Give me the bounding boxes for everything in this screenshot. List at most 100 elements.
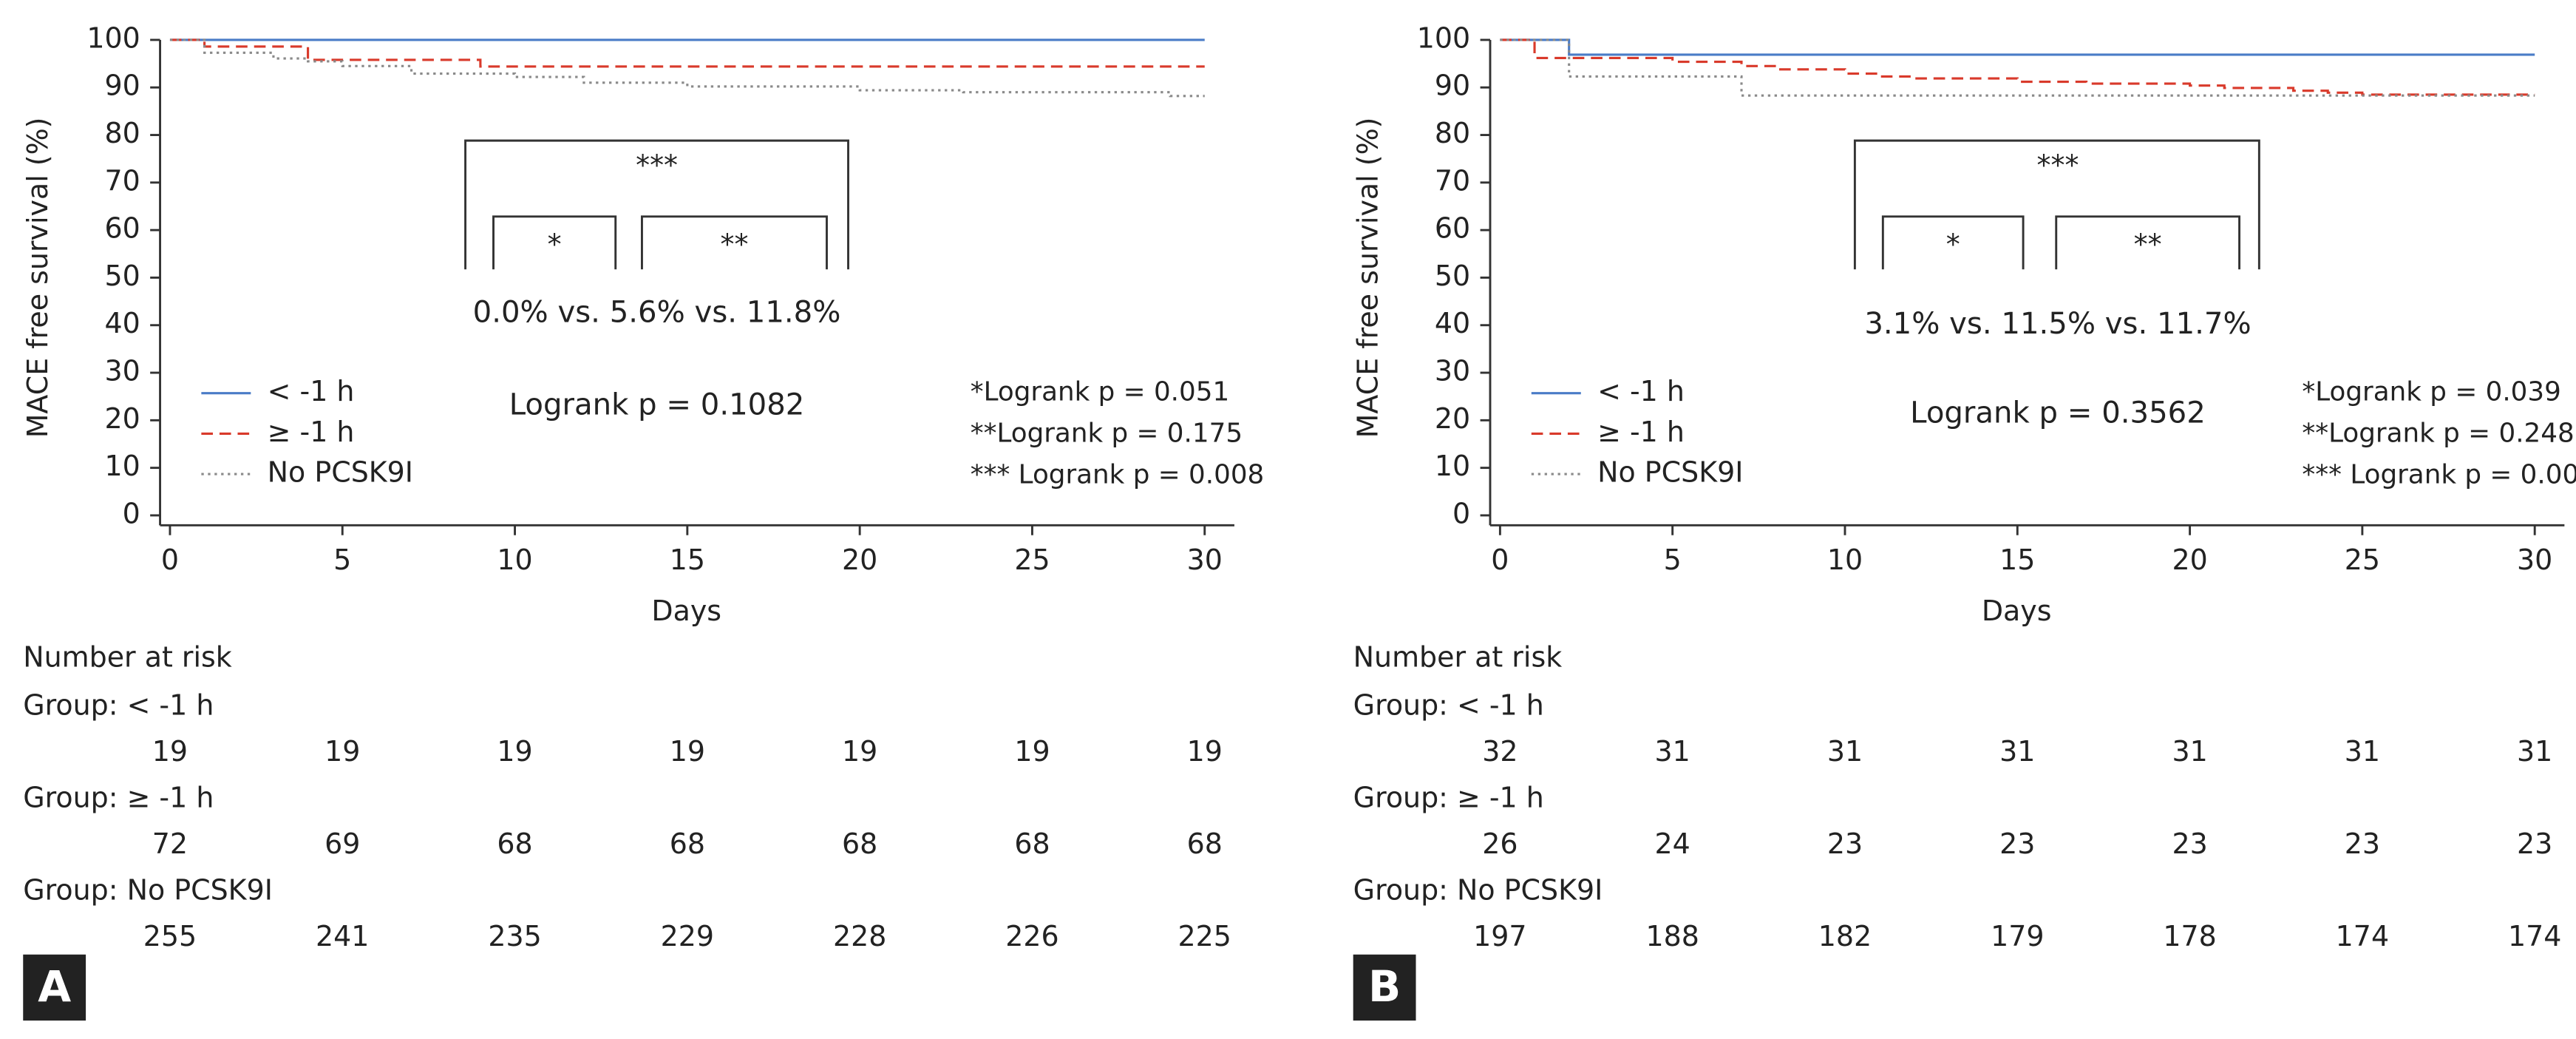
y-tick-label: 70 xyxy=(104,164,140,197)
legend-label: < -1 h xyxy=(1597,375,1685,407)
bracket xyxy=(641,215,828,270)
logrank-pairwise: *Logrank p = 0.051 xyxy=(971,377,1229,407)
risk-count: 19 xyxy=(152,735,188,768)
x-tick-label: 20 xyxy=(842,544,877,576)
logrank-pairwise: *Logrank p = 0.039 xyxy=(2302,377,2560,407)
risk-count: 197 xyxy=(1473,920,1526,952)
risk-count: 68 xyxy=(1014,828,1050,860)
risk-count: 19 xyxy=(1014,735,1050,768)
y-tick-label: 40 xyxy=(104,307,140,339)
panel-label-box xyxy=(23,954,86,1021)
risk-count: 179 xyxy=(1991,920,2044,952)
risk-group-label: Group: < -1 h xyxy=(23,688,214,721)
logrank-overall: Logrank p = 0.3562 xyxy=(1910,396,2206,430)
risk-count: 225 xyxy=(1178,920,1231,952)
bracket xyxy=(1881,215,2025,270)
logrank-overall: Logrank p = 0.1082 xyxy=(509,388,805,422)
y-tick-label: 30 xyxy=(1435,355,1470,387)
bracket-label: ** xyxy=(721,229,749,261)
panel-label: B xyxy=(1368,961,1401,1012)
bracket-label: * xyxy=(548,229,562,261)
risk-count: 68 xyxy=(1187,828,1223,860)
y-tick-label: 60 xyxy=(1435,212,1470,245)
risk-count: 178 xyxy=(2163,920,2216,952)
risk-count: 68 xyxy=(842,828,877,860)
risk-count: 69 xyxy=(324,828,360,860)
legend-label: ≥ -1 h xyxy=(1597,416,1685,448)
risk-count: 188 xyxy=(1645,920,1699,952)
y-tick-label: 40 xyxy=(1435,307,1470,339)
risk-group-label: Group: No PCSK9I xyxy=(23,873,273,906)
y-tick-label: 90 xyxy=(1435,70,1470,102)
risk-count: 19 xyxy=(1187,735,1223,768)
risk-group-label: Group: ≥ -1 h xyxy=(23,781,214,813)
risk-count: 31 xyxy=(1655,735,1690,768)
x-tick-label: 15 xyxy=(1999,544,2035,576)
bracket xyxy=(1853,139,2260,270)
logrank-pairwise: **Logrank p = 0.248 xyxy=(2302,419,2574,449)
y-tick-label: 10 xyxy=(1435,450,1470,482)
risk-count: 31 xyxy=(2172,735,2207,768)
legend-label: No PCSK9I xyxy=(1597,456,1743,489)
risk-count: 23 xyxy=(2517,828,2552,860)
x-tick-label: 15 xyxy=(670,544,705,576)
risk-count: 31 xyxy=(1827,735,1863,768)
risk-count: 182 xyxy=(1818,920,1872,952)
risk-count: 32 xyxy=(1482,735,1518,768)
x-axis-label: Days xyxy=(1982,595,2052,627)
y-tick-label: 10 xyxy=(104,450,140,482)
risk-count: 174 xyxy=(2336,920,2389,952)
risk-count: 19 xyxy=(497,735,532,768)
bracket xyxy=(2055,215,2241,270)
y-tick-label: 50 xyxy=(104,260,140,292)
risk-count: 19 xyxy=(670,735,705,768)
x-tick-label: 20 xyxy=(2172,544,2207,576)
y-tick-label: 100 xyxy=(1417,21,1470,54)
bracket-label: ** xyxy=(2134,229,2162,261)
y-tick-label: 20 xyxy=(1435,402,1470,435)
risk-count: 19 xyxy=(842,735,877,768)
x-tick-label: 5 xyxy=(333,544,351,576)
y-tick-label: 20 xyxy=(104,402,140,435)
risk-count: 72 xyxy=(152,828,188,860)
risk-count: 235 xyxy=(488,920,541,952)
bracket xyxy=(492,215,617,270)
y-tick-label: 0 xyxy=(123,497,140,529)
legend-label: No PCSK9I xyxy=(268,456,413,489)
y-axis-label: MACE free survival (%) xyxy=(1352,118,1384,439)
risk-count: 23 xyxy=(1827,828,1863,860)
x-tick-label: 5 xyxy=(1664,544,1682,576)
risk-count: 23 xyxy=(1999,828,2035,860)
event-rates: 0.0% vs. 5.6% vs. 11.8% xyxy=(473,296,841,330)
y-tick-label: 90 xyxy=(104,70,140,102)
risk-count: 226 xyxy=(1005,920,1058,952)
risk-count: 31 xyxy=(2517,735,2552,768)
y-tick-label: 70 xyxy=(1435,164,1470,197)
logrank-pairwise: *** Logrank p = 0.006 xyxy=(2302,459,2576,490)
risk-count: 241 xyxy=(316,920,369,952)
legend-label: ≥ -1 h xyxy=(268,416,355,448)
logrank-pairwise: **Logrank p = 0.175 xyxy=(971,419,1243,449)
risk-count: 174 xyxy=(2508,920,2561,952)
bracket xyxy=(464,139,849,270)
survival-line xyxy=(1500,38,2535,97)
survival-line xyxy=(1500,38,2535,56)
risk-group-label: Group: ≥ -1 h xyxy=(1353,781,1544,813)
bracket-label: * xyxy=(1946,229,1960,261)
survival-line xyxy=(169,38,1205,98)
survival-line xyxy=(169,38,1205,68)
legend-label: < -1 h xyxy=(268,375,355,407)
bracket-label: *** xyxy=(636,149,678,181)
x-tick-label: 10 xyxy=(497,544,532,576)
risk-count: 255 xyxy=(143,920,197,952)
x-axis-label: Days xyxy=(651,595,721,627)
risk-count: 19 xyxy=(324,735,360,768)
risk-group-label: Group: < -1 h xyxy=(1353,688,1544,721)
panel-label-box xyxy=(1353,954,1416,1021)
x-tick-label: 30 xyxy=(2517,544,2552,576)
risk-count: 229 xyxy=(661,920,714,952)
risk-count: 23 xyxy=(2172,828,2207,860)
x-tick-label: 10 xyxy=(1827,544,1863,576)
